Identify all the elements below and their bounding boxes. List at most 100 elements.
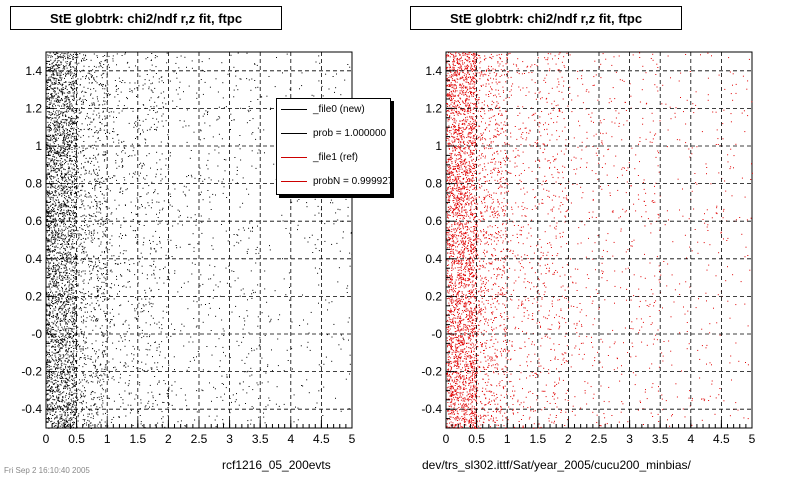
scatter-point bbox=[105, 226, 107, 228]
scatter-point bbox=[48, 299, 50, 301]
scatter-point bbox=[74, 392, 76, 394]
scatter-point bbox=[81, 107, 83, 108]
scatter-point bbox=[247, 299, 248, 301]
scatter-point bbox=[81, 186, 83, 188]
scatter-point bbox=[47, 148, 49, 150]
scatter-point bbox=[73, 129, 74, 131]
scatter-point bbox=[64, 175, 65, 177]
scatter-point bbox=[58, 186, 60, 187]
scatter-point bbox=[61, 235, 63, 237]
scatter-point bbox=[94, 187, 96, 189]
scatter-point bbox=[75, 300, 77, 301]
scatter-point bbox=[52, 326, 54, 328]
scatter-point bbox=[68, 226, 70, 228]
scatter-point bbox=[103, 197, 105, 199]
scatter-point bbox=[86, 147, 88, 149]
scatter-point bbox=[118, 165, 120, 167]
scatter-point bbox=[210, 330, 212, 331]
scatter-point bbox=[56, 427, 58, 429]
scatter-point bbox=[63, 140, 65, 142]
scatter-point bbox=[55, 346, 57, 348]
scatter-point bbox=[59, 126, 61, 128]
scatter-point bbox=[74, 175, 76, 177]
scatter-point bbox=[68, 99, 69, 101]
scatter-point bbox=[72, 58, 74, 60]
scatter-point bbox=[65, 349, 67, 351]
scatter-point bbox=[55, 126, 57, 128]
scatter-point bbox=[62, 357, 64, 359]
scatter-point bbox=[139, 382, 141, 384]
scatter-point bbox=[61, 418, 63, 420]
scatter-point bbox=[195, 326, 197, 328]
scatter-point bbox=[87, 72, 89, 74]
scatter-point bbox=[68, 110, 70, 112]
scatter-point bbox=[60, 72, 62, 74]
scatter-point bbox=[48, 322, 50, 324]
scatter-point bbox=[69, 333, 71, 334]
scatter-point bbox=[50, 391, 52, 393]
scatter-point bbox=[57, 52, 59, 54]
scatter-point bbox=[57, 104, 59, 106]
scatter-point bbox=[102, 111, 104, 113]
scatter-point bbox=[74, 264, 76, 266]
scatter-point bbox=[132, 110, 134, 112]
scatter-point bbox=[150, 302, 152, 304]
scatter-point bbox=[50, 139, 52, 141]
scatter-point bbox=[72, 369, 74, 371]
scatter-point bbox=[60, 246, 62, 248]
scatter-point bbox=[89, 315, 91, 317]
scatter-point bbox=[102, 300, 104, 302]
scatter-point bbox=[67, 294, 69, 296]
scatter-point bbox=[58, 64, 60, 66]
scatter-point bbox=[155, 176, 157, 178]
scatter-point bbox=[58, 202, 60, 204]
scatter-point bbox=[67, 402, 69, 404]
scatter-point bbox=[141, 256, 143, 258]
scatter-point bbox=[52, 181, 54, 183]
scatter-point bbox=[48, 294, 50, 296]
scatter-point bbox=[85, 364, 87, 365]
scatter-point bbox=[56, 341, 58, 343]
scatter-point bbox=[72, 295, 74, 297]
scatter-point bbox=[58, 79, 60, 81]
scatter-point bbox=[73, 221, 75, 223]
scatter-point bbox=[67, 354, 69, 356]
scatter-point bbox=[90, 162, 92, 164]
scatter-point bbox=[102, 56, 104, 57]
scatter-point bbox=[141, 337, 143, 339]
scatter-point bbox=[69, 337, 70, 339]
scatter-point bbox=[48, 274, 50, 276]
scatter-point bbox=[139, 134, 141, 136]
scatter-point bbox=[57, 236, 59, 238]
scatter-point bbox=[96, 96, 98, 98]
scatter-point bbox=[56, 175, 58, 177]
scatter-point bbox=[70, 83, 72, 85]
scatter-point bbox=[66, 378, 68, 380]
scatter-point bbox=[99, 407, 101, 409]
scatter-point bbox=[51, 410, 53, 412]
scatter-point bbox=[68, 425, 70, 427]
scatter-point bbox=[68, 73, 70, 75]
scatter-point bbox=[57, 252, 59, 253]
scatter-point bbox=[63, 223, 64, 225]
scatter-point bbox=[114, 96, 116, 98]
scatter-point bbox=[74, 82, 75, 84]
scatter-point bbox=[113, 131, 115, 133]
scatter-point bbox=[103, 381, 105, 383]
scatter-point bbox=[105, 313, 107, 314]
scatter-point bbox=[96, 196, 98, 198]
scatter-point bbox=[159, 354, 161, 356]
scatter-point bbox=[66, 352, 68, 354]
scatter-point bbox=[80, 381, 82, 383]
scatter-point bbox=[151, 368, 153, 370]
scatter-point bbox=[51, 160, 52, 161]
scatter-point bbox=[259, 337, 261, 339]
scatter-point bbox=[58, 297, 60, 299]
scatter-point bbox=[73, 270, 75, 272]
scatter-point bbox=[137, 154, 139, 156]
scatter-point bbox=[50, 213, 52, 214]
scatter-point bbox=[73, 401, 75, 403]
scatter-point bbox=[127, 156, 129, 157]
scatter-point bbox=[64, 179, 66, 181]
scatter-point bbox=[97, 280, 99, 282]
